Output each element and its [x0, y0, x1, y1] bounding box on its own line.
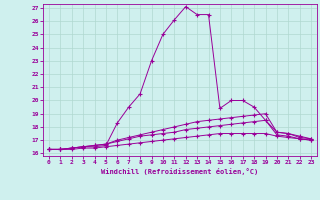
X-axis label: Windchill (Refroidissement éolien,°C): Windchill (Refroidissement éolien,°C) [101, 168, 259, 175]
